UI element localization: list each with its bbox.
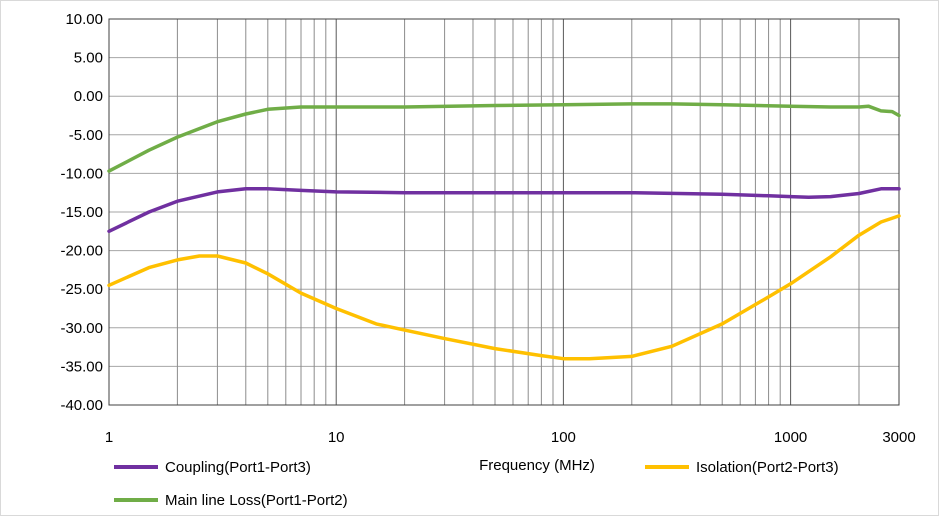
y-tick-label: -5.00 bbox=[69, 127, 103, 144]
legend: Coupling(Port1-Port3) Isolation(Port2-Po… bbox=[114, 459, 839, 509]
x-tick-label: 100 bbox=[551, 429, 576, 446]
y-tick-label: -15.00 bbox=[60, 204, 103, 221]
y-tick-label: -35.00 bbox=[60, 358, 103, 375]
y-tick-label: -20.00 bbox=[60, 243, 103, 260]
y-tick-label: -30.00 bbox=[60, 320, 103, 337]
plot-border bbox=[108, 18, 900, 406]
x-tick-label: 10 bbox=[328, 429, 345, 446]
series-layer bbox=[107, 102, 901, 361]
y-tick-label: 10.00 bbox=[65, 11, 103, 28]
series-line-0 bbox=[107, 187, 901, 234]
grid-layer bbox=[108, 18, 900, 406]
series-line-1 bbox=[107, 214, 901, 361]
tick-layer: 10.00 5.00 0.00 -5.00 -10.00 -15.00 -20.00 -25.… bbox=[60, 11, 915, 446]
x-tick-label: 1 bbox=[105, 429, 113, 446]
y-tick-label: -10.00 bbox=[60, 165, 103, 182]
y-tick-label: -25.00 bbox=[60, 281, 103, 298]
legend-item-main-line-loss: Main line Loss(Port1-Port2) bbox=[114, 492, 348, 509]
legend-label-main-line-loss: Main line Loss(Port1-Port2) bbox=[165, 492, 348, 509]
y-tick-label: -40.00 bbox=[60, 397, 103, 414]
legend-item-isolation: Isolation(Port2-Port3) bbox=[645, 459, 839, 476]
x-tick-label: 1000 bbox=[774, 429, 807, 446]
legend-label-isolation: Isolation(Port2-Port3) bbox=[696, 459, 839, 476]
y-tick-label: 5.00 bbox=[74, 50, 103, 67]
x-axis-title: Frequency (MHz) bbox=[479, 457, 595, 474]
series-line-2 bbox=[107, 102, 901, 173]
x-tick-label: 3000 bbox=[882, 429, 915, 446]
y-tick-label: 0.00 bbox=[74, 88, 103, 105]
legend-item-coupling: Coupling(Port1-Port3) bbox=[114, 459, 311, 476]
legend-label-coupling: Coupling(Port1-Port3) bbox=[165, 459, 311, 476]
